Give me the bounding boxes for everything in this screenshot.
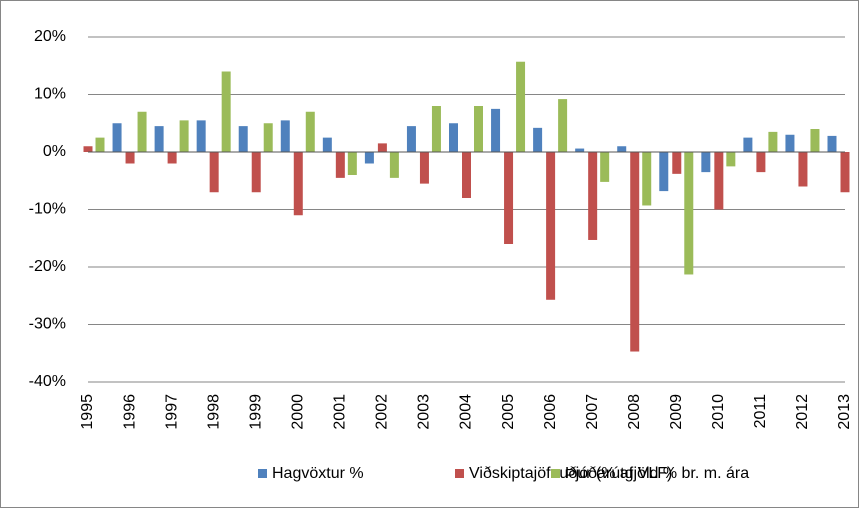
x-tick-label: 2001 — [332, 394, 349, 430]
x-tick-label: 2011 — [752, 394, 769, 429]
x-tick-label: 2006 — [542, 394, 559, 430]
legend-label: Þjóðarútgjöld % br. m. ára — [565, 465, 749, 482]
bar — [280, 120, 290, 152]
bar — [462, 152, 471, 198]
bar — [377, 143, 387, 152]
bar — [840, 152, 850, 193]
bar — [659, 152, 669, 192]
bar — [504, 152, 514, 244]
bar — [756, 152, 766, 173]
x-tick-label: 2013 — [836, 394, 853, 430]
bar — [125, 152, 135, 164]
bar — [449, 123, 458, 152]
bar — [431, 106, 441, 152]
y-tick-label: -20% — [29, 258, 66, 275]
x-tick-label: 2012 — [794, 394, 811, 430]
bar — [617, 146, 627, 152]
legend-label: Hagvöxtur % — [272, 465, 364, 482]
bar — [251, 152, 261, 193]
y-tick-label: 20% — [34, 28, 66, 45]
bar — [95, 137, 105, 152]
bar — [558, 99, 568, 152]
bar — [768, 131, 778, 152]
bar — [546, 152, 556, 300]
bar — [533, 127, 543, 152]
bar — [642, 152, 652, 206]
x-tick-label: 2004 — [458, 394, 475, 430]
bar — [743, 137, 753, 152]
bar — [600, 152, 610, 182]
x-tick-label: 2007 — [584, 394, 601, 430]
bar — [305, 111, 315, 152]
bar — [389, 152, 399, 178]
bar — [179, 120, 189, 152]
bar — [322, 137, 332, 152]
x-tick-label: 2002 — [374, 394, 391, 430]
legend-label: Viðskiptajöfnuður (% af VLF) — [469, 465, 672, 482]
bar — [575, 148, 585, 152]
bar — [419, 152, 429, 184]
legend-swatch — [551, 469, 560, 478]
y-tick-label: -40% — [29, 373, 66, 390]
bar — [798, 152, 808, 187]
bar — [588, 152, 598, 240]
bar — [364, 152, 374, 164]
bar — [785, 134, 795, 152]
x-tick-label: 1995 — [79, 394, 96, 430]
bar — [293, 152, 303, 216]
bar — [684, 152, 694, 275]
bar — [263, 123, 273, 152]
bar — [491, 108, 501, 152]
y-tick-label: -30% — [29, 316, 66, 333]
bar — [238, 126, 248, 152]
bar — [701, 152, 711, 173]
x-tick-label: 2009 — [668, 394, 685, 430]
bar — [516, 61, 526, 152]
x-tick-label: 1996 — [121, 394, 138, 430]
y-tick-label: 0% — [43, 143, 66, 160]
y-tick-label: -10% — [29, 201, 66, 218]
bar — [714, 152, 724, 210]
x-tick-label: 1999 — [247, 394, 264, 430]
bar — [167, 152, 177, 164]
bar — [672, 152, 682, 174]
x-tick-label: 2000 — [289, 394, 306, 430]
bar — [474, 106, 483, 152]
bar — [726, 152, 736, 167]
bar — [630, 152, 640, 352]
x-tick-label: 2003 — [416, 394, 433, 430]
x-tick-label: 1998 — [205, 394, 222, 430]
bar — [83, 146, 93, 152]
bar — [221, 71, 231, 152]
bar — [112, 123, 122, 152]
legend-swatch — [258, 469, 267, 478]
x-tick-label: 2005 — [500, 394, 517, 430]
x-tick-label: 2010 — [710, 394, 727, 430]
bar — [406, 126, 416, 152]
bar — [827, 135, 837, 152]
bar — [137, 111, 147, 152]
bar — [810, 129, 820, 152]
bar — [209, 152, 219, 193]
legend-swatch — [455, 469, 464, 478]
bar — [347, 152, 357, 175]
y-tick-label: 10% — [34, 86, 66, 103]
x-tick-label: 2008 — [626, 394, 643, 430]
bar — [335, 152, 345, 178]
bar — [154, 126, 164, 152]
x-tick-label: 1997 — [163, 394, 180, 430]
bar — [196, 120, 206, 152]
